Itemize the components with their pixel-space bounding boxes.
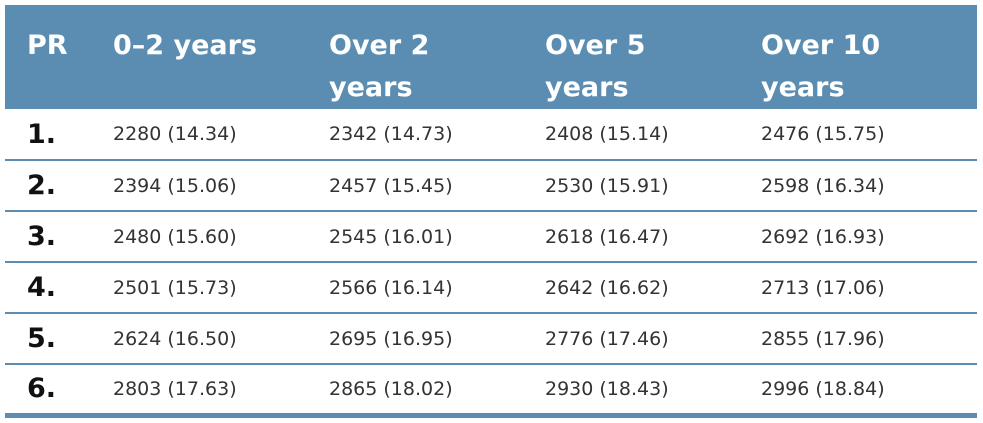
table-header: PR 0–2 years Over 2 years Over 5 years Over … [5,5,977,109]
cell: 2501 (15.73) [113,276,237,299]
cell: 2642 (16.62) [545,276,669,299]
table-row: 3. 2480 (15.60) 2545 (16.01) 2618 (16.47) 26… [5,211,977,262]
cell: 2803 (17.63) [113,377,237,400]
header-text: Over 10 years [761,30,881,103]
cell: 2692 (16.93) [761,225,885,248]
cell: 2618 (16.47) [545,225,669,248]
salary-table: PR 0–2 years Over 2 years Over 5 years Over … [5,5,977,418]
cell: 2394 (15.06) [113,174,237,197]
table-row: 1. 2280 (14.34) 2342 (14.73) 2408 (15.14) 24… [5,109,977,160]
header-row: PR 0–2 years Over 2 years Over 5 years Over … [5,5,977,109]
row-label: 4. [27,272,57,303]
header-cell: PR [5,5,113,109]
table-row: 2. 2394 (15.06) 2457 (15.45) 2530 (15.91) 25… [5,160,977,211]
cell: 2280 (14.34) [113,123,237,145]
cell: 2996 (18.84) [761,377,885,400]
cell: 2342 (14.73) [329,123,453,145]
row-label: 6. [27,373,57,405]
cell: 2457 (15.45) [329,174,453,197]
header-text: Over 5 years [545,30,646,103]
table-body: 1. 2280 (14.34) 2342 (14.73) 2408 (15.14) 24… [5,109,977,415]
cell: 2598 (16.34) [761,174,885,197]
cell: 2566 (16.14) [329,276,453,299]
cell: 2408 (15.14) [545,123,669,145]
row-label: 3. [27,221,57,252]
cell: 2865 (18.02) [329,377,453,400]
cell: 2855 (17.96) [761,327,885,350]
cell: 2530 (15.91) [545,174,669,197]
cell: 2545 (16.01) [329,225,453,248]
cell: 2713 (17.06) [761,276,885,299]
cell: 2624 (16.50) [113,327,237,350]
header-cell: Over 5 years [545,5,761,109]
table-row: 4. 2501 (15.73) 2566 (16.14) 2642 (16.62) 27… [5,262,977,313]
header-text: PR [27,30,68,61]
row-label: 5. [27,323,57,354]
cell: 2480 (15.60) [113,225,237,248]
cell: 2776 (17.46) [545,327,669,350]
table-container: PR 0–2 years Over 2 years Over 5 years Over … [5,5,977,418]
header-cell: Over 10 years [761,5,977,109]
cell: 2930 (18.43) [545,377,669,400]
header-cell: Over 2 years [329,5,545,109]
cell: 2476 (15.75) [761,123,885,145]
header-text: 0–2 years [113,30,257,61]
row-label: 1. [27,118,57,150]
cell: 2695 (16.95) [329,327,453,350]
header-cell: 0–2 years [113,5,329,109]
row-label: 2. [27,170,57,201]
table-row: 5. 2624 (16.50) 2695 (16.95) 2776 (17.46) 28… [5,313,977,364]
header-text: Over 2 years [329,30,430,103]
table-row: 6. 2803 (17.63) 2865 (18.02) 2930 (18.43) 29… [5,364,977,415]
